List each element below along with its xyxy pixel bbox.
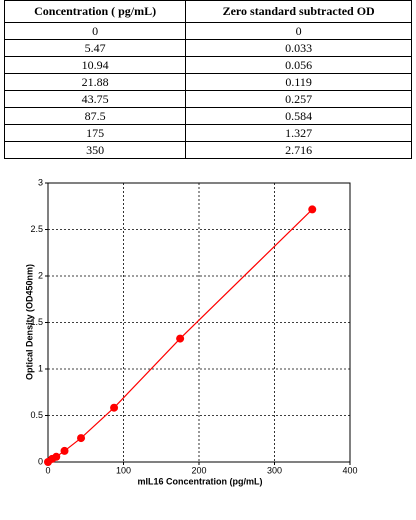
x-axis-label: mIL16 Concentration (pg/mL): [137, 476, 262, 486]
header-cell: Concentration ( pg/mL): [3, 0, 187, 23]
data-table: Concentration ( pg/mL) Zero standard sub…: [3, 0, 412, 159]
x-tick-label: 200: [191, 465, 206, 475]
chart: mIL16 Concentration (pg/mL) Optical Dens…: [24, 177, 357, 486]
header-row: Concentration ( pg/mL) Zero standard sub…: [3, 0, 412, 23]
table-cell: 0.257: [185, 90, 412, 108]
table-row: 350 2.716: [3, 141, 412, 159]
table-row: 21.88 0.119: [3, 73, 412, 91]
table-cell: 175: [3, 124, 187, 142]
table-row: 5.47 0.033: [3, 39, 412, 57]
x-tick-label: 0: [45, 465, 50, 475]
y-tick-label: 0: [38, 456, 43, 466]
marker: [176, 334, 185, 343]
marker: [60, 446, 69, 455]
table-cell: 1.327: [185, 124, 412, 142]
x-tick-label: 400: [342, 465, 357, 475]
table-cell: 2.716: [185, 141, 412, 159]
table-cell: 87.5: [3, 107, 187, 125]
y-tick-label: 1: [38, 363, 43, 373]
plot-frame: [47, 182, 351, 463]
table-cell: 43.75: [3, 90, 187, 108]
table-row: 87.5 0.584: [3, 107, 412, 125]
table-cell: 10.94: [3, 56, 187, 74]
table-cell: 0: [3, 22, 187, 40]
header-cell: Zero standard subtracted OD: [185, 0, 412, 23]
table-row: 175 1.327: [3, 124, 412, 142]
marker: [52, 452, 61, 461]
table-cell: 0.119: [185, 73, 412, 91]
y-tick-label: 2: [38, 270, 43, 280]
table-row: 10.94 0.056: [3, 56, 412, 74]
y-tick-label: 2.5: [30, 224, 43, 234]
table-cell: 0.033: [185, 39, 412, 57]
table-cell: 0.584: [185, 107, 412, 125]
y-tick-label: 1.5: [30, 317, 43, 327]
marker: [77, 434, 86, 443]
table-cell: 0: [185, 22, 412, 40]
table-cell: 5.47: [3, 39, 187, 57]
x-tick-label: 100: [116, 465, 131, 475]
y-tick-label: 0.5: [30, 410, 43, 420]
table-row: 43.75 0.257: [3, 90, 412, 108]
table-cell: 0.056: [185, 56, 412, 74]
y-tick-label: 3: [38, 177, 43, 187]
marker: [110, 403, 119, 412]
x-tick-label: 300: [267, 465, 282, 475]
table-cell: 350: [3, 141, 187, 159]
y-axis-label: Optical Density (OD450nm): [24, 264, 34, 380]
table-cell: 21.88: [3, 73, 187, 91]
marker: [308, 205, 317, 214]
